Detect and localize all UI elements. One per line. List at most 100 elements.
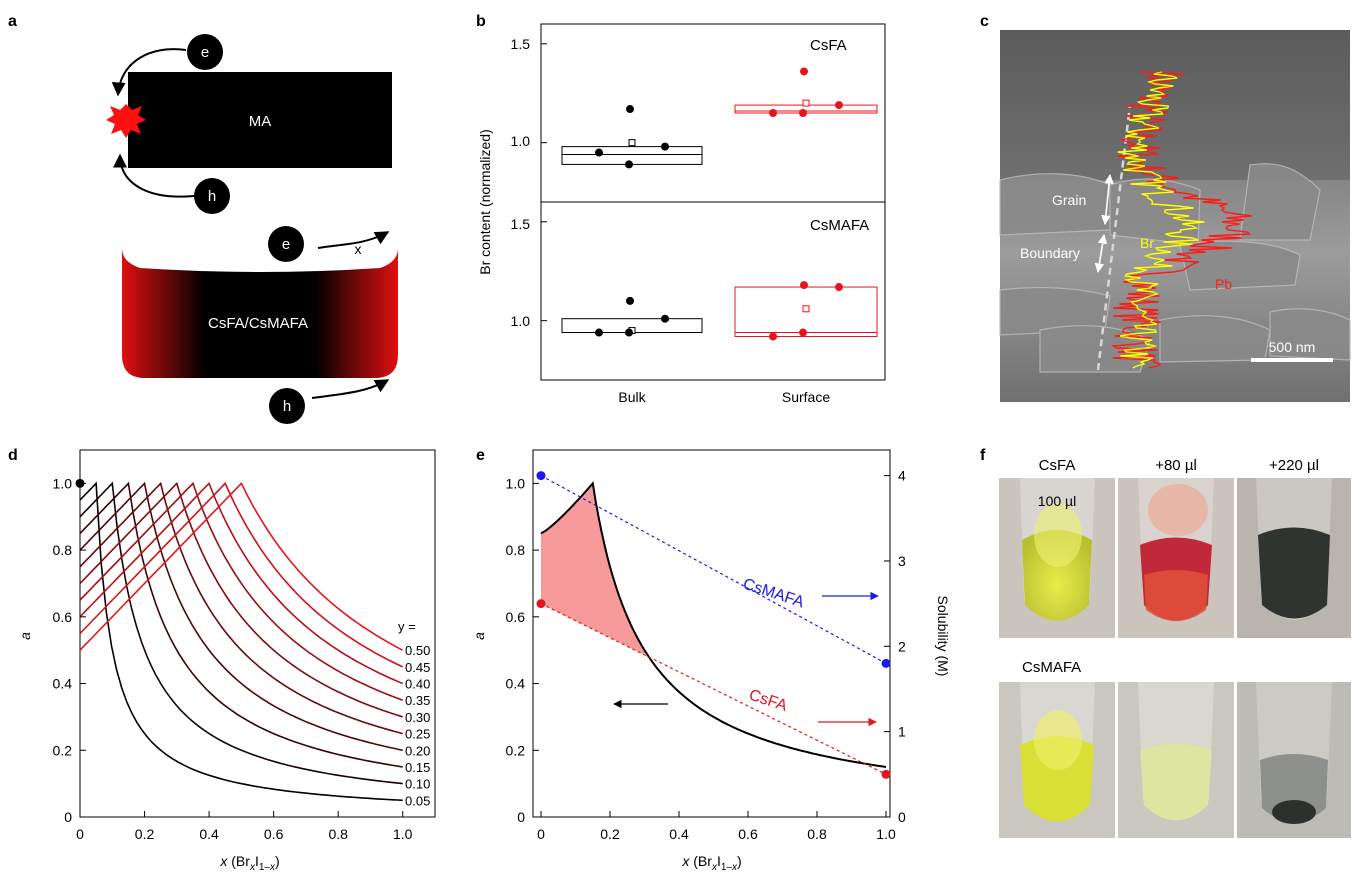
b-box xyxy=(561,146,703,165)
electron-bottom xyxy=(268,226,304,262)
electron-top-label: e xyxy=(201,44,209,61)
hole-bottom xyxy=(269,388,305,424)
electron-top xyxy=(187,34,223,70)
sem-br-label: Br xyxy=(1140,235,1154,251)
e-frame xyxy=(532,449,891,818)
d-series-line xyxy=(79,481,403,701)
b-xtick-bulk: Bulk xyxy=(618,389,646,405)
d-series-label: 0.40 xyxy=(405,677,430,692)
b-point xyxy=(800,67,808,76)
d-series-line xyxy=(79,481,403,752)
hole-bottom-label: h xyxy=(283,398,291,415)
panel-label-c: c xyxy=(980,13,989,30)
sem-dashed-line xyxy=(1096,104,1132,371)
b-point xyxy=(769,332,777,341)
b-point xyxy=(835,283,843,292)
b-point xyxy=(595,148,603,157)
d-series-line xyxy=(79,481,403,718)
e-ytick-label: 0.2 xyxy=(506,742,526,758)
d-series-label: 0.15 xyxy=(405,760,430,775)
panel-label-b: b xyxy=(476,13,486,30)
e-solubility-point xyxy=(881,769,891,779)
d-xtick-label: 1.0 xyxy=(393,826,413,842)
d-ytick-label: 0.4 xyxy=(53,676,73,692)
b-top-ytick-1p5: 1.5 xyxy=(511,36,531,52)
d-series-line xyxy=(79,481,404,668)
linescan-trace xyxy=(1110,71,1252,369)
d-series-label: 0.25 xyxy=(405,727,430,742)
d-series-label: 0.20 xyxy=(405,743,430,758)
arrow-hole-escape xyxy=(311,379,390,399)
sem-grain-arrow xyxy=(1101,174,1114,225)
d-series-label: 0.30 xyxy=(405,710,430,725)
panel-label-e: e xyxy=(476,447,485,464)
b-bottom-ytick-1p5: 1.5 xyxy=(511,216,531,232)
d-series-label: 0.05 xyxy=(405,793,430,808)
e-solubility-point xyxy=(881,658,891,668)
b-point xyxy=(835,101,843,110)
liquid-csfa-220 xyxy=(1258,527,1330,619)
d-ytick-label: 0.6 xyxy=(53,609,73,625)
sem-grain-label: Grain xyxy=(1052,192,1086,208)
e-shaded-region xyxy=(541,483,645,655)
e-ytick-label: 1.0 xyxy=(506,475,526,491)
d-ytick-label: 0 xyxy=(64,809,72,825)
d-ytick-label: 0.8 xyxy=(53,542,73,558)
f-header-80: +80 µl xyxy=(1155,457,1197,474)
panel-f-photos: CsFA +80 µl +220 µl 100 µl CsMAFA xyxy=(999,457,1351,838)
d-series-label: 0.10 xyxy=(405,777,430,792)
e-ytick-label: 0.8 xyxy=(506,542,526,558)
sem-linescans xyxy=(1110,71,1252,369)
e-csmafa-label: CsMAFA xyxy=(741,576,807,612)
liquid-csmafa-80 xyxy=(1140,744,1212,821)
sem-pb-label: Pb xyxy=(1215,276,1232,292)
panel-c-sem-image: Grain Boundary Br Pb 500 nm xyxy=(999,30,1351,402)
sem-upper-region xyxy=(1000,30,1350,180)
b-point xyxy=(661,314,669,323)
b-top-label: CsFA xyxy=(810,37,847,54)
f-header-csfa: CsFA xyxy=(1039,457,1076,474)
b-point xyxy=(799,109,807,117)
hole-top xyxy=(194,178,230,214)
b-mean xyxy=(628,139,636,147)
e-activity-curve xyxy=(540,481,887,768)
gradient-crystal-label: CsFA/CsMAFA xyxy=(208,315,308,332)
b-ylabel: Br content (normalized) xyxy=(477,129,493,275)
b-point xyxy=(800,281,808,290)
sem-grains xyxy=(999,163,1351,373)
d-series-label: 0.35 xyxy=(405,693,430,708)
sem-scalebar-label: 500 nm xyxy=(1269,339,1316,355)
panel-b-boxplot: CsFA CsMAFA 1.5 1.0 1.5 1.0 Bulk Surface… xyxy=(477,23,886,405)
e-solubility-line xyxy=(540,603,887,775)
panel-a-schematic: MA e h CsFA/CsMAFA e x h xyxy=(106,34,398,424)
e-xtick-label: 0.4 xyxy=(669,826,689,842)
e-xtick-label: 0.6 xyxy=(738,826,758,842)
d-ylabel: a xyxy=(17,632,33,640)
electron-bottom-label: e xyxy=(282,236,290,253)
b-mean xyxy=(802,305,810,313)
d-series-label: 0.50 xyxy=(405,643,430,658)
e-solubility-point xyxy=(536,599,546,609)
d-series-line xyxy=(79,481,404,685)
f-header-220: +220 µl xyxy=(1269,457,1319,474)
arrow-electron-to-surface xyxy=(111,48,187,97)
e-y2tick-label: 1 xyxy=(898,724,906,740)
x-mark: x xyxy=(355,241,362,257)
b-top-ytick-1p0: 1.0 xyxy=(511,133,531,149)
arrow-hole-to-surface xyxy=(113,153,195,198)
e-xtick-label: 0.8 xyxy=(807,826,827,842)
e-solubility-point xyxy=(536,471,546,481)
d-frame xyxy=(79,449,436,818)
d-series-line xyxy=(79,481,403,768)
e-ytick-label: 0.4 xyxy=(506,676,526,692)
panel-label-f: f xyxy=(980,447,986,464)
b-bottom-ytick-1p0: 1.0 xyxy=(511,313,531,329)
d-series-group: 0.050.10 0.15 0.200.25 0.30 0.350.40 0.45 0.50 xyxy=(75,478,430,808)
e-xlabel: x (BrxI1–x) xyxy=(681,853,741,873)
panel-label-a: a xyxy=(8,13,17,30)
panel-d-chart: 0.050.100.150.200.250.300.350.400.450.50… xyxy=(17,449,436,873)
d-series-line xyxy=(79,481,403,735)
b-point xyxy=(769,109,777,117)
